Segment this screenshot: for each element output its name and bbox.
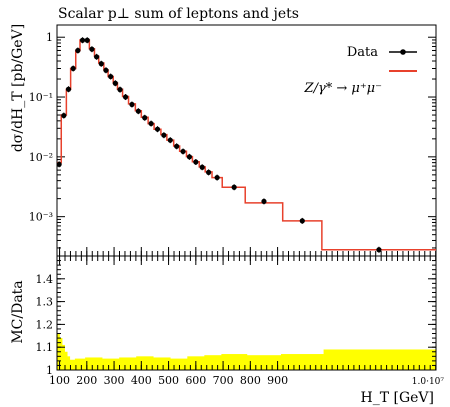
data-point-30 bbox=[261, 199, 266, 204]
x-tick-label-7: 800 bbox=[240, 374, 261, 387]
data-point-24 bbox=[187, 154, 192, 159]
x-axis-multiplier: 1.0·10⁷ bbox=[412, 377, 445, 387]
data-point-13 bbox=[117, 87, 122, 92]
ratio-y-tick-label-0: 1 bbox=[46, 364, 53, 377]
data-point-26 bbox=[200, 165, 205, 170]
data-point-22 bbox=[174, 144, 179, 149]
data-point-11 bbox=[108, 74, 113, 79]
main-frame bbox=[57, 25, 436, 256]
mc-histogram-line bbox=[57, 40, 436, 250]
legend: Data bbox=[347, 45, 417, 71]
data-point-6 bbox=[85, 38, 90, 43]
data-point-8 bbox=[94, 54, 99, 59]
data-point-15 bbox=[129, 102, 134, 107]
main-y-tick-label-3: 10⁻³ bbox=[29, 211, 53, 224]
ratio-y-tick-label-1: 1.1 bbox=[36, 341, 54, 354]
x-tick-label-5: 600 bbox=[185, 374, 206, 387]
legend-label-data: Data bbox=[347, 45, 378, 60]
data-point-9 bbox=[99, 61, 104, 66]
ratio-band-bin-7 bbox=[85, 357, 102, 370]
data-point-12 bbox=[113, 81, 118, 86]
x-tick-label-1: 200 bbox=[76, 374, 97, 387]
data-point-29 bbox=[232, 185, 237, 190]
data-point-0 bbox=[57, 162, 62, 167]
data-point-10 bbox=[103, 68, 108, 73]
data-point-19 bbox=[155, 127, 160, 132]
data-point-1 bbox=[61, 113, 66, 118]
data-point-32 bbox=[376, 247, 381, 252]
ratio-band-bin-11 bbox=[153, 357, 170, 370]
data-point-16 bbox=[136, 109, 141, 114]
x-tick-label-2: 300 bbox=[104, 374, 125, 387]
process-annotation: Z/γ* → μ⁺μ⁻ bbox=[304, 81, 382, 96]
data-point-4 bbox=[75, 48, 80, 53]
ratio-y-tick-label-4: 1.4 bbox=[36, 273, 54, 286]
data-point-25 bbox=[193, 159, 198, 164]
main-y-tick-label-1: 10⁻¹ bbox=[29, 91, 53, 104]
x-tick-label-6: 700 bbox=[213, 374, 234, 387]
ratio-band-bin-6 bbox=[75, 359, 86, 370]
data-point-14 bbox=[123, 94, 128, 99]
chart-title: Scalar p⊥ sum of leptons and jets bbox=[58, 6, 299, 22]
x-tick-label-3: 400 bbox=[131, 374, 152, 387]
data-point-21 bbox=[168, 138, 173, 143]
data-point-3 bbox=[71, 66, 76, 71]
data-point-20 bbox=[161, 133, 166, 138]
data-point-5 bbox=[80, 38, 85, 43]
data-point-18 bbox=[149, 121, 154, 126]
data-point-23 bbox=[180, 149, 185, 154]
x-tick-label-4: 500 bbox=[158, 374, 179, 387]
data-point-31 bbox=[300, 218, 305, 223]
data-point-2 bbox=[66, 87, 71, 92]
data-point-28 bbox=[215, 175, 220, 180]
data-point-27 bbox=[206, 170, 211, 175]
ratio-band-bin-16 bbox=[247, 355, 281, 370]
legend-marker-dot-data bbox=[400, 49, 406, 55]
main-y-tick-label-2: 10⁻² bbox=[29, 151, 53, 164]
ratio-band-bin-8 bbox=[102, 359, 119, 370]
ratio-band-bin-4 bbox=[67, 356, 70, 370]
x-tick-label-8: 900 bbox=[267, 374, 288, 387]
main-y-axis-label: dσ/dH_T [pb/GeV] bbox=[10, 24, 26, 152]
ratio-band-bin-10 bbox=[136, 356, 153, 370]
ratio-y-axis-label: MC/Data bbox=[10, 280, 26, 343]
main-y-tick-label-0: 1 bbox=[46, 31, 53, 44]
data-point-17 bbox=[142, 115, 147, 120]
ratio-y-tick-label-2: 1.2 bbox=[36, 318, 54, 331]
x-axis-label: H_T [GeV] bbox=[361, 390, 435, 406]
ratio-band-bin-17 bbox=[281, 354, 324, 370]
data-point-7 bbox=[89, 47, 94, 52]
ratio-y-tick-label-3: 1.3 bbox=[36, 296, 54, 309]
ratio-band-bin-9 bbox=[119, 357, 136, 370]
